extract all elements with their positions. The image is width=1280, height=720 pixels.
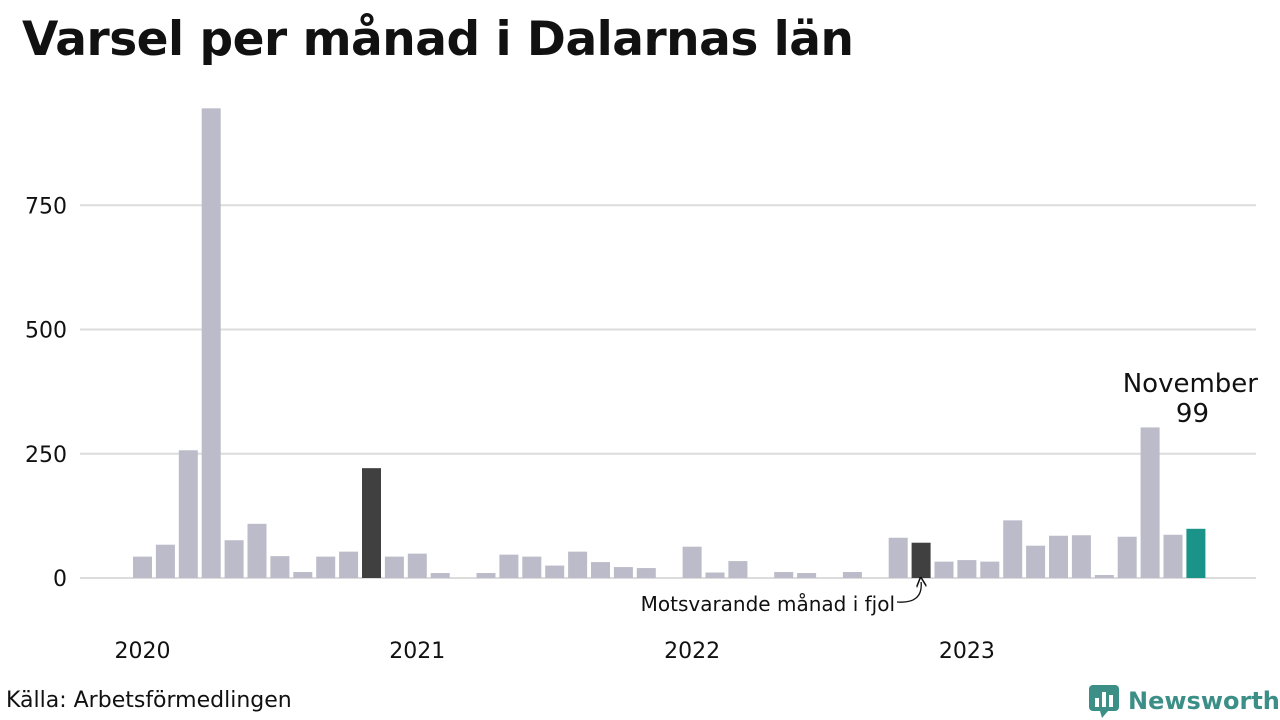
bar-2022-06	[797, 573, 817, 578]
bar-2023-08	[1117, 536, 1137, 578]
y-tick-label: 250	[25, 443, 67, 468]
current-month-value: 99	[1176, 399, 1209, 429]
brand-name: Newsworthy	[1128, 687, 1280, 715]
bar-2020-11	[362, 468, 381, 578]
bar-2022-08	[842, 572, 862, 578]
x-axis-ticks: 2020 2021 2022 2023	[115, 639, 995, 664]
bar-2023-04	[1026, 545, 1046, 578]
bar-2023-01	[957, 560, 977, 578]
bar-2022-05	[774, 572, 794, 578]
bar-2023-05	[1049, 535, 1068, 578]
y-axis-ticks: 0 250 500 750	[25, 194, 67, 592]
y-tick-label: 500	[25, 319, 67, 344]
y-tick-label: 0	[53, 567, 67, 592]
bar-2020-10	[339, 551, 359, 578]
x-tick-label-2023: 2023	[939, 639, 995, 664]
bar-2020-01	[133, 556, 152, 578]
bar-2021-08	[568, 551, 588, 578]
bar-2020-08	[293, 572, 313, 578]
chart-title: Varsel per månad i Dalarnas län	[22, 12, 854, 67]
bar-2023-02	[980, 561, 1000, 578]
bar-2023-10	[1163, 534, 1183, 578]
bar-2023-11	[1186, 528, 1206, 578]
newsworthy-logo-icon	[1089, 685, 1119, 718]
bar-2021-07	[545, 565, 565, 578]
annotation-arrow	[896, 582, 921, 603]
brand-logo: Newsworthy	[1088, 683, 1280, 719]
bar-2022-11	[911, 542, 931, 578]
bar-2022-12	[934, 561, 954, 578]
source-note: Källa: Arbetsförmedlingen	[6, 688, 292, 713]
current-month-label: November	[1123, 369, 1259, 399]
x-tick-label-2021: 2021	[389, 639, 445, 664]
bar-2021-01	[407, 553, 427, 578]
bar-2023-07	[1094, 575, 1114, 578]
bar-2021-09	[591, 562, 610, 578]
bar-2023-06	[1071, 535, 1091, 578]
bars	[133, 108, 1206, 579]
y-tick-label: 750	[25, 194, 67, 219]
bar-2020-05	[224, 540, 244, 578]
previous-year-annotation: Motsvarande månad i fjol	[641, 592, 895, 616]
bar-2020-06	[247, 523, 267, 578]
bar-2021-11	[636, 568, 656, 578]
bar-2021-10	[613, 567, 633, 578]
grid-lines	[80, 204, 1256, 579]
x-tick-label-2022: 2022	[664, 639, 720, 664]
bar-2020-04	[201, 108, 221, 579]
bar-2020-03	[178, 450, 198, 578]
bar-2020-09	[316, 556, 336, 578]
bar-2021-05	[499, 554, 519, 578]
bar-2022-02	[705, 572, 725, 578]
bar-2022-01	[682, 546, 702, 578]
bar-2021-02	[430, 573, 450, 578]
bar-2020-12	[384, 556, 404, 578]
bar-2020-02	[155, 544, 175, 578]
bar-2022-03	[728, 561, 748, 578]
x-tick-label-2020: 2020	[115, 639, 171, 664]
bar-2022-10	[888, 537, 908, 578]
bar-2021-04	[476, 573, 496, 578]
bar-2020-07	[270, 556, 290, 578]
bar-2021-06	[522, 556, 542, 578]
bar-2023-03	[1003, 520, 1023, 578]
bar-2023-09	[1140, 427, 1160, 578]
